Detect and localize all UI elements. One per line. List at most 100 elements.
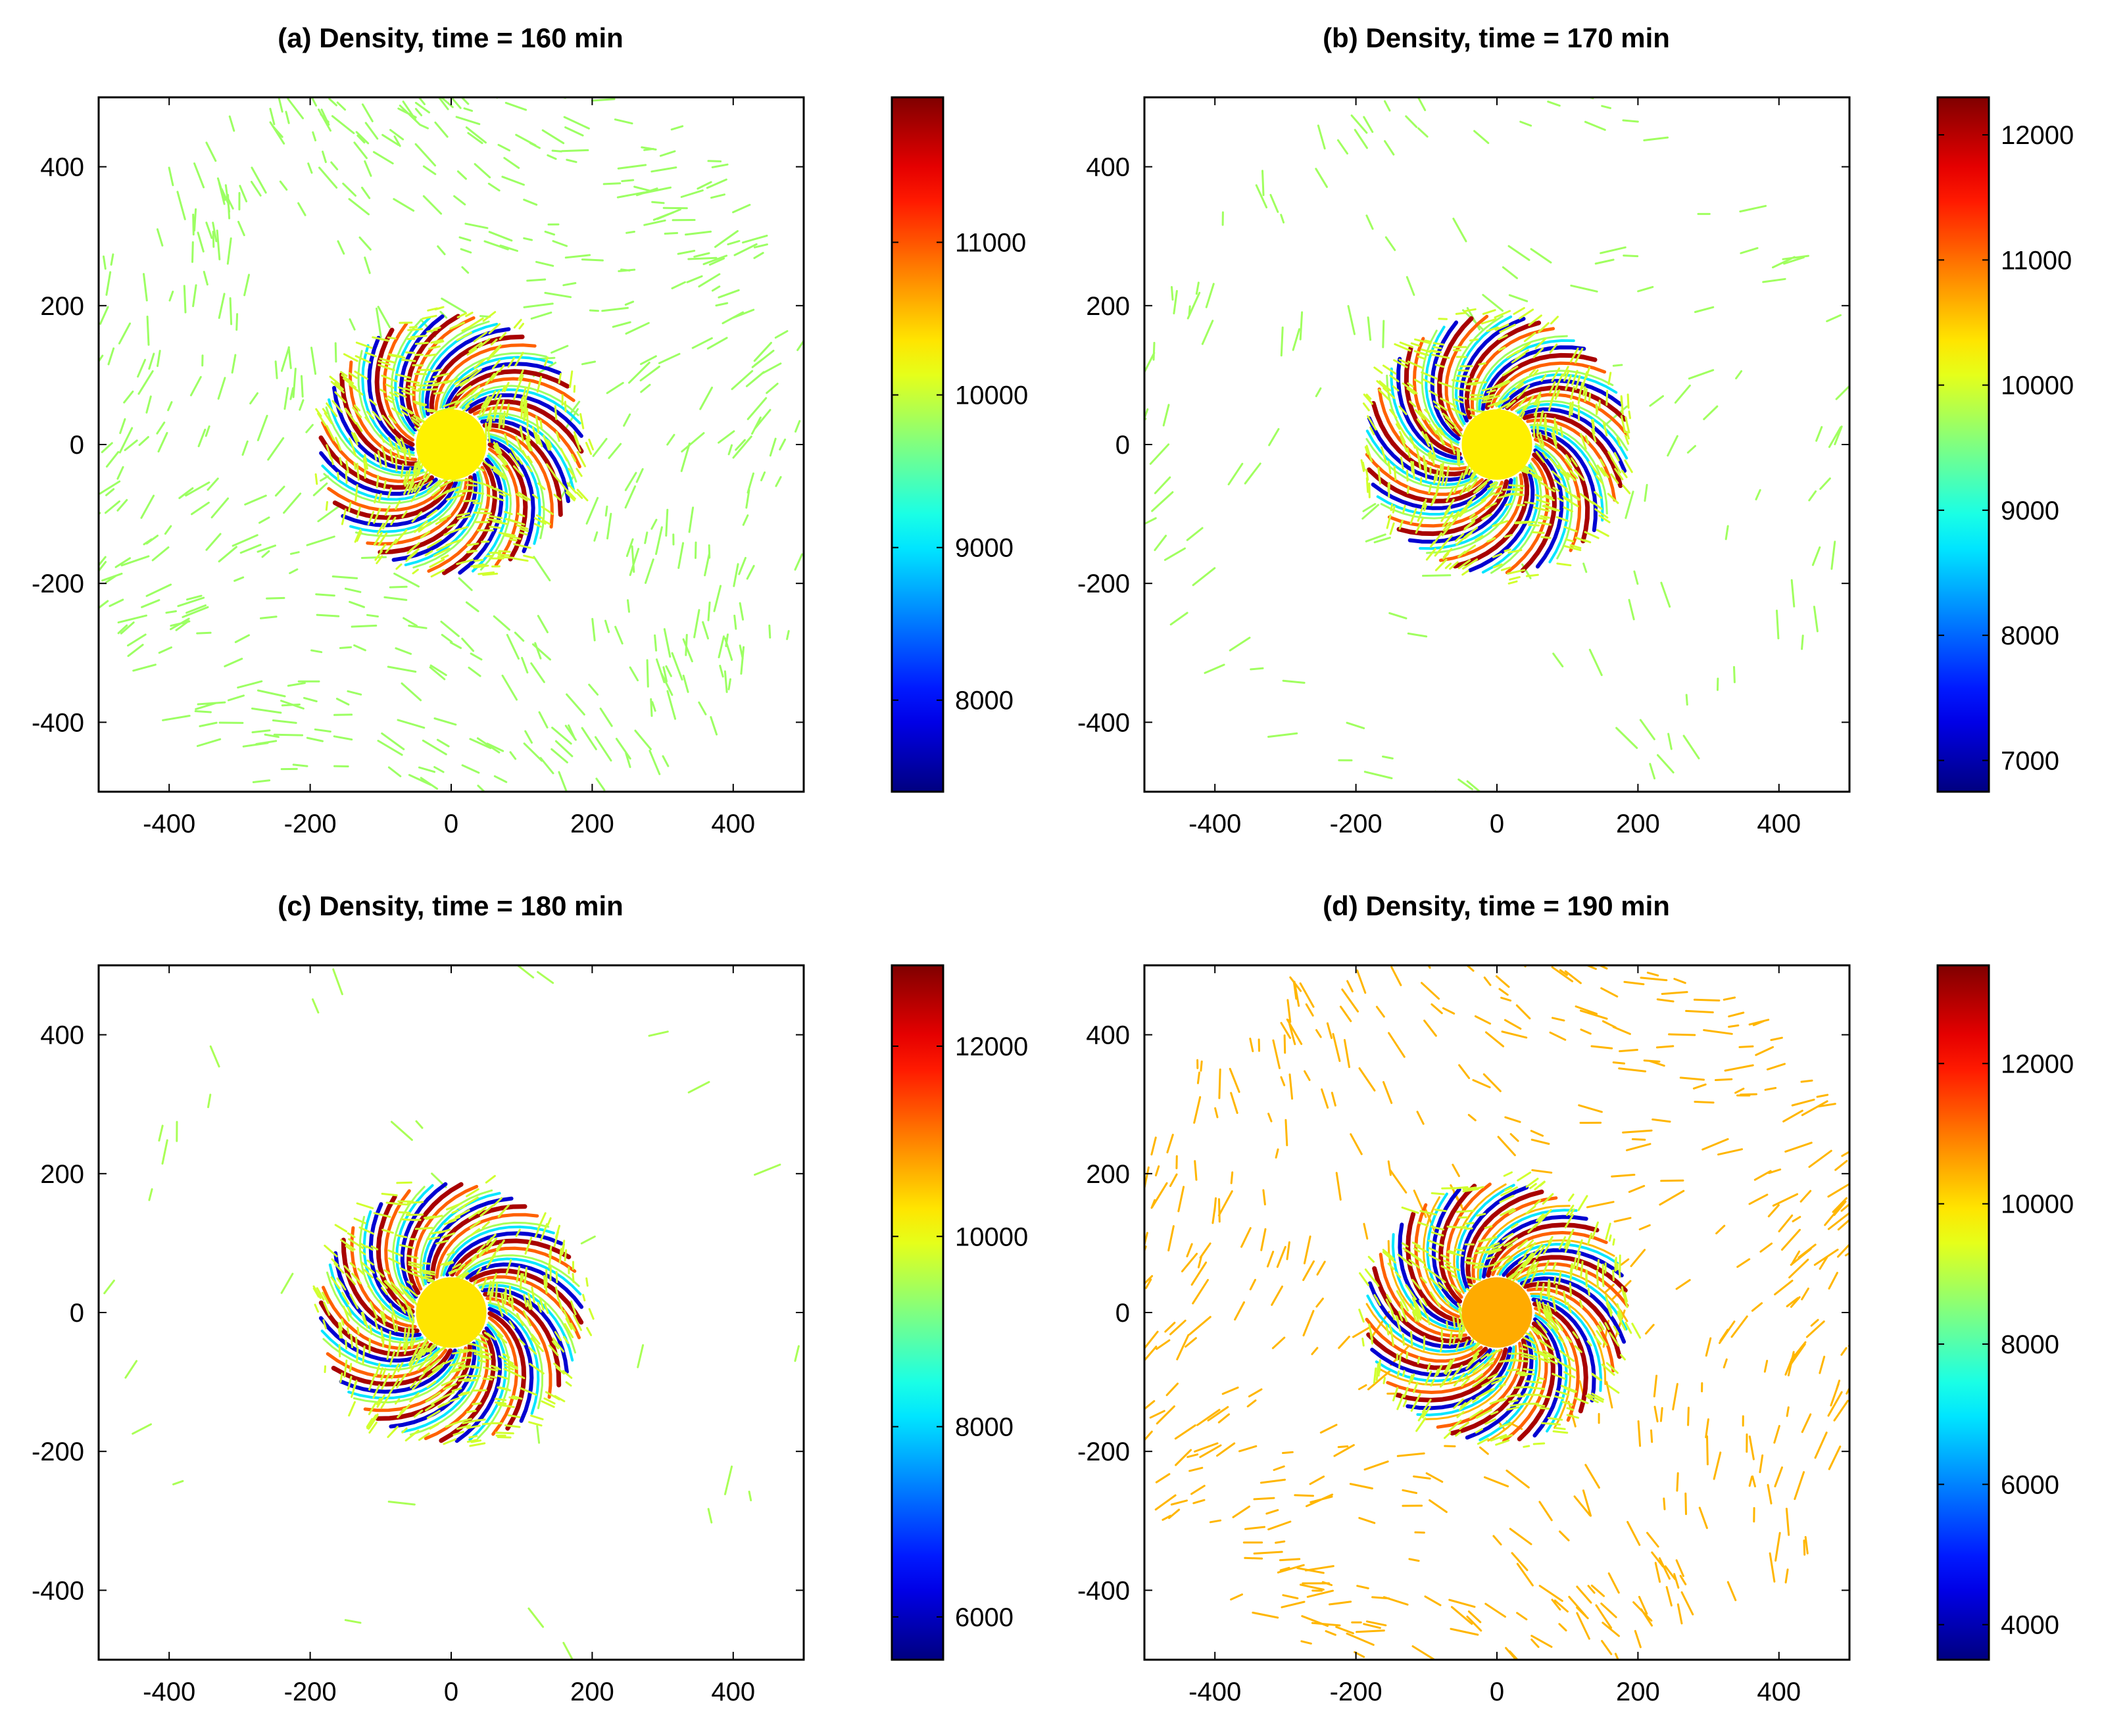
spiral-arm-contour — [485, 427, 554, 529]
spiral-arm-contour — [444, 362, 562, 409]
spiral-arm-contour — [487, 1311, 527, 1431]
y-tick-label: -200 — [32, 569, 84, 598]
spiral-vortex — [1360, 306, 1633, 585]
spiral-arm-contour — [1532, 1317, 1563, 1437]
spiral-arm-contour — [1371, 400, 1472, 477]
spiral-arm-contour — [1496, 1239, 1615, 1276]
x-tick-label: 0 — [444, 1677, 458, 1706]
spiral-arm-contour — [321, 464, 441, 501]
y-tick-label: 400 — [1086, 1021, 1130, 1050]
spiral-arm-contour — [1372, 1266, 1471, 1343]
x-tick-label: 400 — [1757, 1677, 1801, 1706]
spiral-arm-contour — [1367, 1281, 1474, 1349]
spiral-arm-contour — [439, 352, 547, 409]
spiral-arm-contour — [1419, 477, 1516, 550]
spiral-arm-contour — [1505, 457, 1550, 575]
spiral-arm-contour — [468, 1323, 507, 1441]
spiral-arm-contour — [477, 1321, 510, 1439]
x-tick-label: 400 — [1757, 809, 1801, 838]
spiral-arm-contour — [1365, 1303, 1479, 1356]
colorbar-tick-label: 10000 — [2001, 372, 2074, 400]
spiral-arm-contour — [1370, 1347, 1492, 1377]
spiral-arm-contour — [1464, 320, 1542, 420]
spiral-arm-contour — [1534, 443, 1573, 560]
y-tick-label: -200 — [1077, 569, 1130, 598]
y-tick-label: 200 — [40, 292, 84, 321]
spiral-arm-contour — [442, 461, 497, 575]
spiral-vortex — [314, 306, 595, 578]
spiral-arm-contour — [1465, 1190, 1544, 1287]
spiral-arm-contour — [481, 1287, 569, 1374]
spiral-arm-contour — [319, 451, 438, 496]
y-tick-label: 200 — [1086, 292, 1130, 321]
spiral-arm-contour — [1390, 367, 1464, 464]
density-field — [103, 965, 800, 1660]
x-tick-label: -200 — [284, 1677, 337, 1706]
x-tick-label: -400 — [143, 1677, 195, 1706]
spiral-arm-contour — [374, 327, 415, 447]
spiral-arm-contour — [487, 1303, 540, 1415]
spiral-arm-contour — [1406, 1346, 1512, 1410]
panel-c: (c) Density, time = 180 min -400 -200 0 200… — [0, 868, 1046, 1736]
spiral-arm-contour — [1387, 481, 1504, 528]
y-tick-label: -400 — [32, 1576, 84, 1605]
spiral-arm-contour — [459, 385, 579, 416]
spiral-arm-contour — [1519, 407, 1627, 473]
colorbar — [892, 97, 943, 792]
colorbar-tick-label: 10000 — [955, 1222, 1028, 1251]
x-tick-label: 0 — [444, 809, 458, 838]
spiral-arm-contour — [442, 1225, 555, 1276]
spiral-arm-contour — [454, 377, 575, 408]
x-tick-label: 0 — [1490, 809, 1504, 838]
panel-b: (b) Density, time = 170 min -400 -200 0 200… — [1046, 0, 2092, 868]
spiral-arm-contour — [479, 452, 512, 571]
y-tick-label: -400 — [32, 708, 84, 737]
colorbar-tick-label: 12000 — [955, 1032, 1028, 1061]
y-tick-label: 0 — [1115, 431, 1130, 460]
spiral-arm-contour — [1379, 1253, 1467, 1338]
spiral-arm-contour — [328, 398, 424, 475]
panel-title: (d) Density, time = 190 min — [1323, 890, 1670, 921]
spiral-arm-contour — [1530, 425, 1604, 522]
spiral-arm-contour — [1414, 1203, 1460, 1318]
colorbar-tick-label: 9000 — [2001, 496, 2059, 525]
spiral-arm-contour — [1376, 481, 1496, 516]
panel-title: (c) Density, time = 180 min — [278, 890, 624, 921]
spiral-arm-contour — [487, 438, 535, 554]
spiral-arm-contour — [1520, 1276, 1627, 1344]
spiral-arm-contour — [1452, 470, 1530, 569]
panel-d: (d) Density, time = 190 min -400 -200 0 200… — [1046, 868, 2092, 1736]
density-field — [99, 97, 804, 792]
spiral-arm-contour — [1394, 1347, 1508, 1403]
spiral-arm-contour — [1396, 356, 1463, 460]
x-tick-label: 200 — [1616, 809, 1660, 838]
x-tick-label: -200 — [1330, 1677, 1382, 1706]
spiral-arm-contour — [1371, 480, 1493, 510]
x-tick-label: -400 — [1188, 1677, 1241, 1706]
y-tick-label: -400 — [1077, 708, 1130, 737]
y-tick-label: 0 — [70, 1299, 84, 1328]
contour-ring-0 — [137, 116, 787, 773]
colorbar-tick-label: 11000 — [955, 228, 1026, 257]
core-region — [416, 409, 487, 480]
spiral-arm-contour — [1517, 402, 1628, 460]
x-tick-label: -200 — [284, 809, 337, 838]
spiral-arm-contour — [1520, 452, 1557, 573]
colorbar-tick-label: 10000 — [2001, 1190, 2074, 1219]
colorbar-tick-label: 7000 — [2001, 746, 2059, 775]
spiral-arm-contour — [487, 433, 545, 539]
spiral-vortex — [312, 1174, 595, 1447]
colorbar-frame — [891, 964, 944, 1661]
spiral-arm-contour — [458, 457, 504, 575]
contour-ring-1 — [103, 965, 800, 1660]
near-field-contours — [312, 1174, 595, 1447]
colorbar-frame — [1936, 96, 1990, 793]
spiral-arm-contour — [487, 1307, 534, 1423]
y-tick-label: 400 — [40, 1021, 84, 1050]
spiral-arm-contour — [322, 1338, 443, 1371]
x-tick-label: -400 — [143, 809, 195, 838]
density-field — [1144, 965, 1849, 1660]
spiral-arm-contour — [420, 1189, 493, 1287]
x-tick-label: -400 — [1188, 809, 1241, 838]
spiral-arm-contour — [325, 406, 426, 477]
